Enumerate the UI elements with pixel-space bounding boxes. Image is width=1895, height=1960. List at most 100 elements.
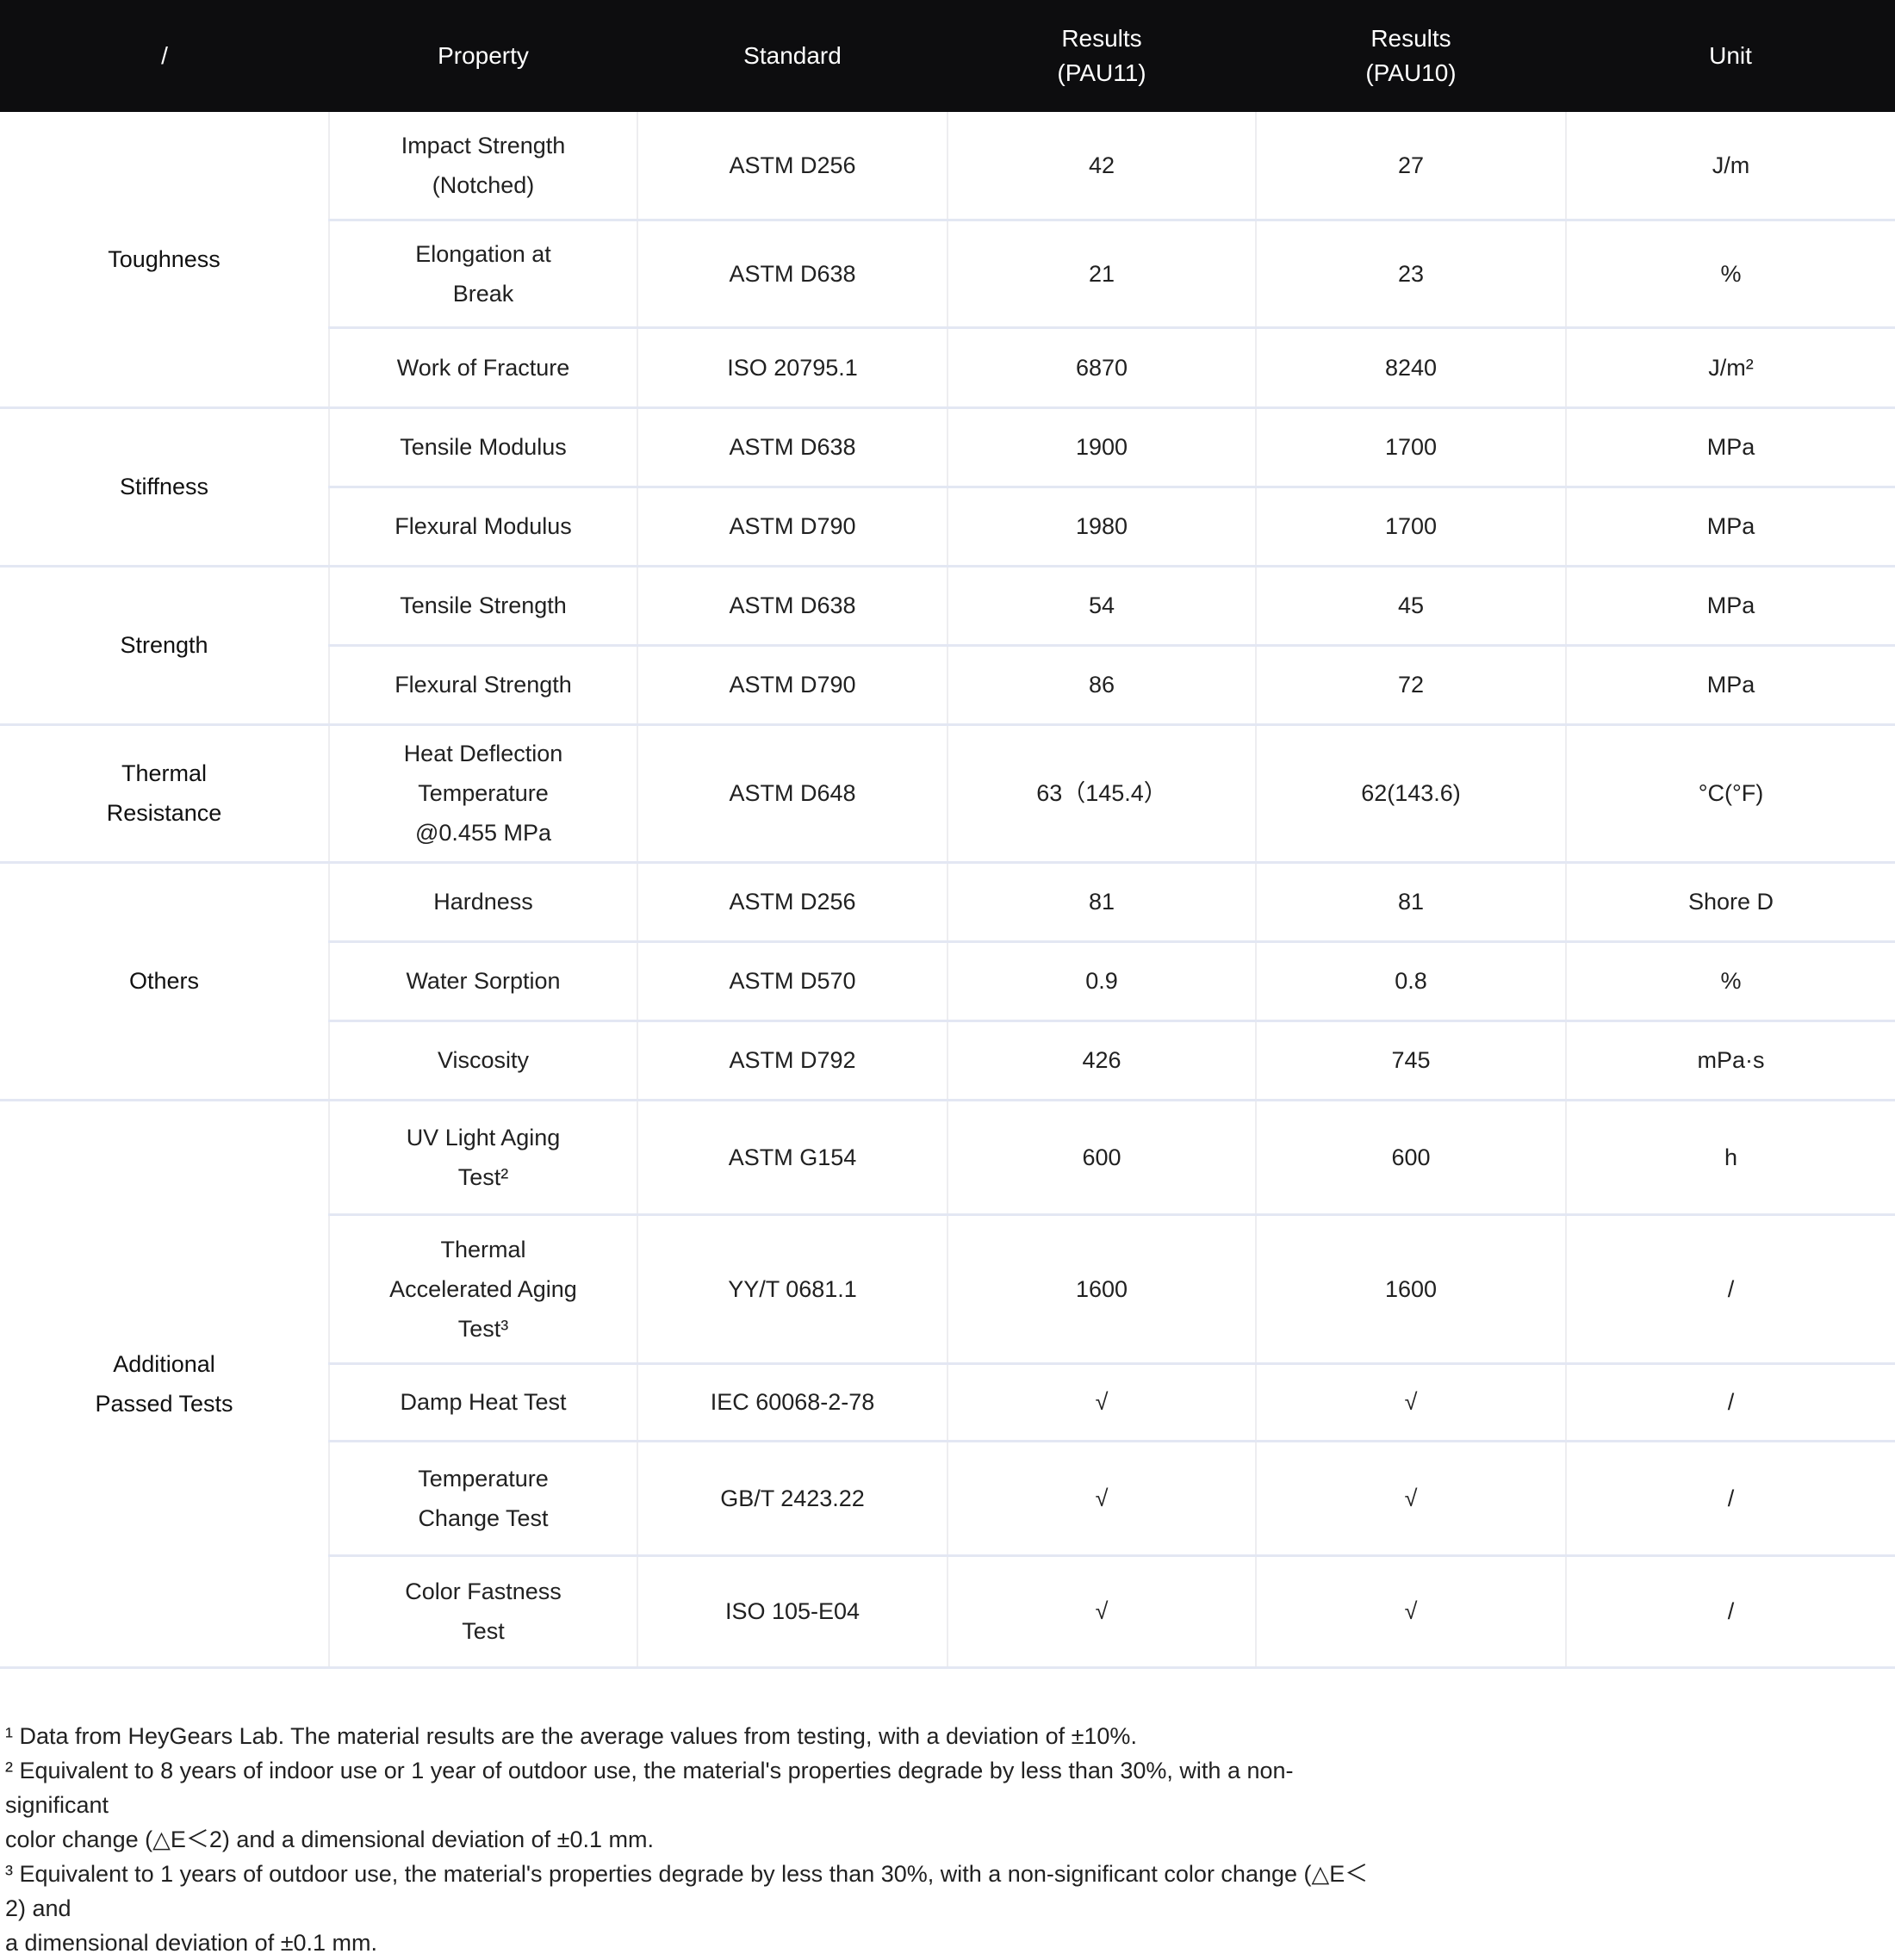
cell-result-pau11: 54 [948,566,1257,647]
cell-result-pau11: 63（145.4） [948,724,1257,864]
table-row: Viscosity ASTM D792 426 745 mPa·s [0,1020,1895,1101]
cell-property: Hardness [329,862,638,943]
cell-standard: ASTM D570 [637,941,948,1022]
cell-result-pau10: 1700 [1256,407,1567,488]
cell-result-pau10: 45 [1256,566,1567,647]
cell-result-pau11: 1900 [948,407,1257,488]
material-properties-table: / Property Standard Results (PAU11) Resu… [0,0,1895,1669]
table-row: Damp Heat Test IEC 60068-2-78 √ √ / [0,1363,1895,1442]
cell-standard: ASTM D638 [637,566,948,647]
cell-property: Temperature Change Test [329,1441,638,1557]
cell-standard: ASTM D638 [637,407,948,488]
cell-result-pau11: 6870 [948,327,1257,409]
cell-standard: ASTM D638 [637,220,948,329]
cell-property: UV Light Aging Test² [329,1100,638,1216]
cell-result-pau10: 81 [1256,862,1567,943]
column-header-unit: Unit [1566,0,1895,112]
cell-unit: MPa [1566,566,1895,647]
category-cell: Others [0,862,330,1101]
cell-result-pau11: √ [948,1363,1257,1442]
table-row: Strength Tensile Strength ASTM D638 54 45 MPa [0,566,1895,726]
table-row: Stiffness Tensile Modulus ASTM D638 1900 170… [0,407,1895,568]
category-cell: Additional Passed Tests [0,1100,330,1669]
cell-property: Work of Fracture [329,327,638,409]
cell-result-pau11: 600 [948,1100,1257,1216]
cell-standard: ASTM D256 [637,862,948,943]
cell-unit: / [1566,1214,1895,1365]
category-cell: Stiffness [0,407,330,568]
cell-property: Tensile Strength [329,566,638,647]
cell-property: Thermal Accelerated Aging Test³ [329,1214,638,1365]
table-row: Water Sorption ASTM D570 0.9 0.8% [0,941,1895,1022]
table-row: Additional Passed Tests UV Light Aging Te… [0,1100,1895,1669]
cell-result-pau10: √ [1256,1363,1567,1442]
category-cell: Thermal Resistance [0,724,330,864]
cell-property: Elongation at Break [329,220,638,329]
cell-result-pau10: 0.8 [1256,941,1567,1022]
cell-result-pau11: 1600 [948,1214,1257,1365]
column-header-results-pau11: Results (PAU11) [948,0,1256,112]
cell-result-pau11: 0.9 [948,941,1257,1022]
column-header-category: / [0,0,329,112]
cell-unit: mPa·s [1566,1020,1895,1101]
cell-property: Color Fastness Test [329,1555,638,1669]
category-cell: Toughness [0,112,330,409]
cell-unit: % [1566,220,1895,329]
cell-property: Heat Deflection Temperature @0.455 MPa [329,724,638,864]
column-header-standard: Standard [637,0,948,112]
table-row: Flexural Modulus ASTM D790 1980 1700 MPa [0,487,1895,568]
table-row: Thermal Resistance Heat Deflection Temper… [0,724,1895,864]
cell-result-pau11: 426 [948,1020,1257,1101]
cell-result-pau10: √ [1256,1555,1567,1669]
cell-result-pau10: 72 [1256,645,1567,726]
cell-unit: J/m² [1566,327,1895,409]
header-row: / Property Standard Results (PAU11) Resu… [0,0,1895,112]
cell-result-pau10: 23 [1256,220,1567,329]
cell-standard: ISO 20795.1 [637,327,948,409]
cell-property: Flexural Strength [329,645,638,726]
table-row: Work of Fracture ISO 20795.1 6870 8240 J/m² [0,327,1895,409]
cell-standard: ASTM G154 [637,1100,948,1216]
cell-result-pau11: 42 [948,112,1257,221]
cell-result-pau11: 81 [948,862,1257,943]
cell-unit: MPa [1566,487,1895,568]
cell-result-pau11: 21 [948,220,1257,329]
cell-result-pau11: 86 [948,645,1257,726]
cell-result-pau10: 1700 [1256,487,1567,568]
cell-unit: % [1566,941,1895,1022]
footnotes: ¹ Data from HeyGears Lab. The material r… [5,1719,1370,1960]
cell-unit: Shore D [1566,862,1895,943]
footnote: ² Equivalent to 8 years of indoor use or… [5,1757,1294,1852]
cell-standard: ISO 105-E04 [637,1555,948,1669]
column-header-property: Property [329,0,637,112]
table-row: Flexural Strength ASTM D790 86 72 MPa [0,645,1895,726]
table-row: Elongation at Break ASTM D638 21 23% [0,220,1895,329]
cell-result-pau10: 8240 [1256,327,1567,409]
column-header-results-pau10: Results (PAU10) [1256,0,1566,112]
footnote: ¹ Data from HeyGears Lab. The material r… [5,1722,1137,1749]
cell-result-pau10: 27 [1256,112,1567,221]
cell-unit: / [1566,1555,1895,1669]
cell-result-pau11: 1980 [948,487,1257,568]
table-row: Temperature Change Test GB/T 2423.22 √ √ / [0,1441,1895,1557]
cell-result-pau10: 745 [1256,1020,1567,1101]
cell-standard: ASTM D256 [637,112,948,221]
cell-standard: GB/T 2423.22 [637,1441,948,1557]
cell-unit: °C(°F) [1566,724,1895,864]
cell-unit: / [1566,1363,1895,1442]
cell-property: Flexural Modulus [329,487,638,568]
cell-result-pau11: √ [948,1555,1257,1669]
footnote: ³ Equivalent to 1 years of outdoor use, … [5,1860,1369,1956]
cell-standard: IEC 60068-2-78 [637,1363,948,1442]
cell-result-pau10: 600 [1256,1100,1567,1216]
cell-unit: MPa [1566,407,1895,488]
table-row: Others Hardness ASTM D256 81 81 Shore D [0,862,1895,1101]
cell-property: Viscosity [329,1020,638,1101]
cell-result-pau10: 62(143.6) [1256,724,1567,864]
cell-standard: ASTM D648 [637,724,948,864]
table-row: Thermal Accelerated Aging Test³ YY/T 0681… [0,1214,1895,1365]
cell-property: Tensile Modulus [329,407,638,488]
cell-unit: / [1566,1441,1895,1557]
cell-property: Impact Strength (Notched) [329,112,638,221]
